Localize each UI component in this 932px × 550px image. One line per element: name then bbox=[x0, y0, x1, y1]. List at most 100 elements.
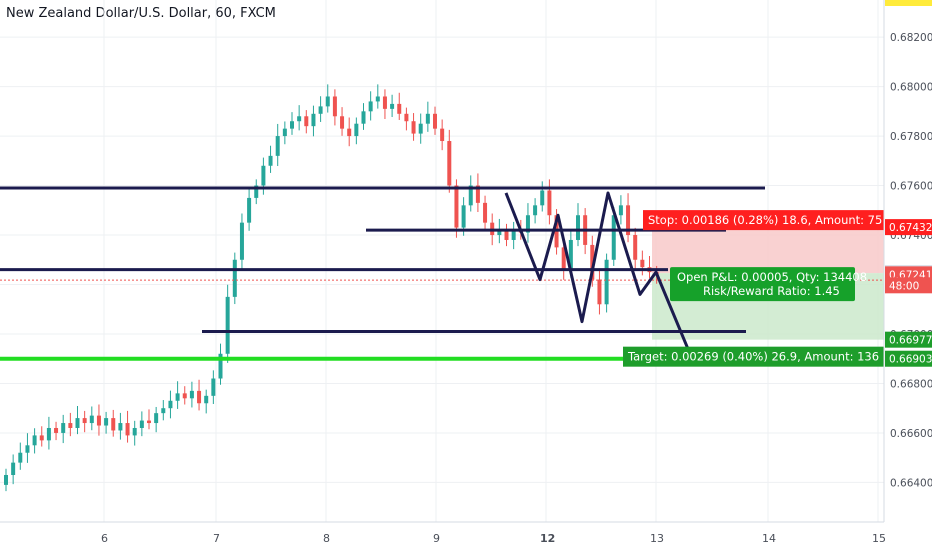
candle-body bbox=[247, 197, 252, 223]
candle-body bbox=[368, 101, 373, 112]
candle bbox=[11, 454, 16, 485]
candle-body bbox=[89, 415, 94, 424]
candle bbox=[154, 406, 159, 433]
candle bbox=[361, 103, 366, 130]
candle bbox=[89, 406, 94, 431]
candle bbox=[204, 389, 209, 414]
price-tag-text: 0.66977 bbox=[889, 335, 932, 347]
candle bbox=[46, 416, 51, 450]
candle-body bbox=[540, 190, 545, 206]
time-tick-label: 12 bbox=[540, 532, 555, 545]
price-tag-box bbox=[885, 277, 932, 294]
candle-body bbox=[511, 230, 516, 240]
candle bbox=[147, 409, 151, 430]
candle-body bbox=[282, 128, 287, 137]
price-tick-label: 0.66400 bbox=[890, 477, 932, 489]
candle bbox=[139, 411, 144, 437]
candle-body bbox=[46, 427, 51, 441]
candle-body bbox=[96, 415, 101, 426]
candle-body bbox=[340, 116, 345, 129]
target-label: Target: 0.00269 (0.40%) 26.9, Amount: 13… bbox=[627, 350, 879, 364]
pnl-box bbox=[670, 267, 855, 302]
candle bbox=[354, 117, 359, 145]
price-tick-label: 0.67600 bbox=[890, 181, 932, 193]
candle bbox=[411, 113, 416, 141]
stop-label-box bbox=[643, 210, 884, 231]
candle bbox=[547, 179, 552, 225]
candle bbox=[25, 433, 30, 463]
candle bbox=[311, 105, 316, 137]
price-tag-box bbox=[885, 350, 932, 367]
zigzag-projection bbox=[504, 191, 692, 355]
candle-body bbox=[597, 279, 602, 305]
candle-body bbox=[404, 113, 409, 122]
candle bbox=[590, 235, 595, 287]
candle bbox=[111, 409, 116, 437]
candle bbox=[61, 414, 66, 444]
candle bbox=[18, 442, 23, 470]
candle-body bbox=[132, 427, 137, 436]
candle bbox=[433, 106, 437, 135]
candle-body bbox=[311, 113, 316, 127]
candle bbox=[197, 379, 202, 411]
candle-body bbox=[461, 205, 466, 228]
candle bbox=[347, 117, 352, 147]
symbol-title: New Zealand Dollar/U.S. Dollar, 60, FXCM bbox=[6, 6, 276, 21]
axis-top-marker bbox=[885, 0, 932, 6]
time-axis-bg bbox=[0, 522, 884, 550]
candle-body bbox=[375, 96, 380, 102]
candle bbox=[525, 203, 530, 243]
candle bbox=[290, 112, 294, 135]
candle bbox=[340, 107, 345, 136]
candle bbox=[96, 404, 101, 436]
candle bbox=[604, 253, 609, 313]
price-tick-label: 0.67800 bbox=[890, 131, 932, 143]
candle-body bbox=[347, 128, 352, 137]
candle-body bbox=[332, 96, 337, 117]
candle-body bbox=[418, 123, 423, 134]
candle-body bbox=[318, 106, 323, 114]
candle bbox=[540, 181, 545, 212]
stop-zone bbox=[652, 227, 884, 274]
candle bbox=[189, 381, 194, 408]
candle-body bbox=[189, 390, 194, 399]
candle bbox=[218, 343, 223, 385]
candle-body bbox=[225, 296, 230, 354]
time-tick-label: 15 bbox=[872, 532, 886, 545]
candle-body bbox=[161, 408, 166, 414]
candle bbox=[254, 179, 259, 205]
candle-body bbox=[468, 185, 473, 206]
candle-body bbox=[325, 96, 330, 107]
candle-body bbox=[154, 413, 159, 424]
candle-body bbox=[118, 423, 123, 431]
candle-body bbox=[440, 128, 445, 142]
candle-body bbox=[68, 423, 73, 428]
candle-body bbox=[590, 244, 595, 280]
candle-body bbox=[25, 445, 30, 453]
candle-body bbox=[239, 222, 244, 260]
candle-body bbox=[104, 418, 109, 426]
price-tag-box bbox=[885, 331, 932, 348]
candle-body bbox=[32, 435, 37, 446]
candle bbox=[633, 227, 638, 270]
candle-body bbox=[61, 423, 66, 433]
stop-label: Stop: 0.00186 (0.28%) 18.6, Amount: 75 bbox=[648, 213, 882, 227]
candle-body bbox=[4, 474, 8, 485]
price-tick-label: 0.66600 bbox=[890, 428, 932, 440]
price-tag-text: 0.67432 bbox=[889, 222, 932, 234]
candle bbox=[618, 195, 623, 225]
candle bbox=[626, 193, 631, 243]
candle bbox=[161, 400, 166, 421]
candle-body bbox=[454, 185, 459, 228]
candle bbox=[268, 145, 273, 173]
candle-body bbox=[475, 185, 480, 203]
candle bbox=[247, 186, 252, 231]
candle-body bbox=[433, 113, 437, 129]
candle bbox=[39, 426, 44, 447]
candle-body bbox=[125, 423, 130, 436]
candle-body bbox=[182, 393, 187, 399]
candle-body bbox=[147, 420, 151, 424]
candle-body bbox=[604, 259, 609, 305]
